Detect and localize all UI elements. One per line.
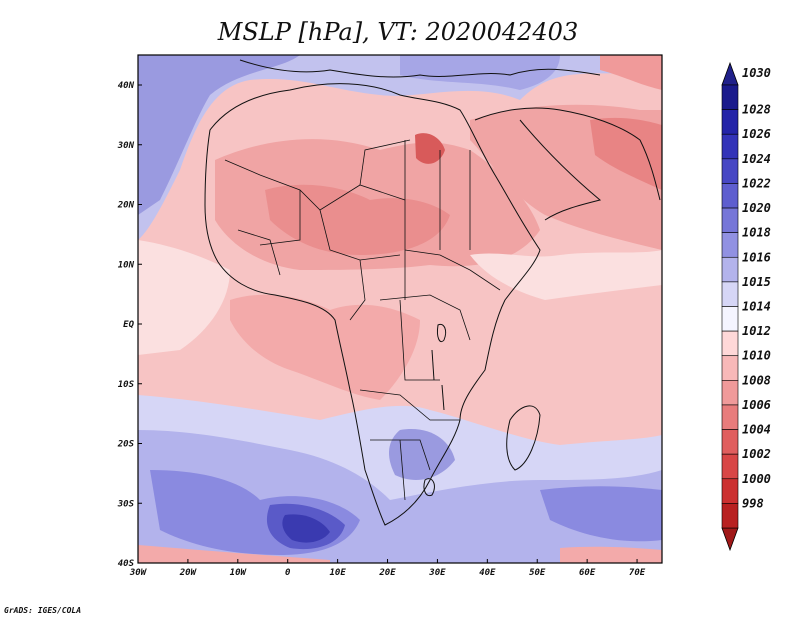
colorbar-swatch <box>721 84 739 110</box>
colorbar-swatch <box>721 183 739 209</box>
colorbar-label: 1030 <box>742 66 771 80</box>
colorbar-label: 1015 <box>742 275 771 289</box>
lon-tick-label: 20W <box>179 568 198 578</box>
grads-credit: GrADS: IGES/COLA <box>4 606 81 615</box>
colorbar-swatch <box>721 281 739 307</box>
colorbar-label: 1008 <box>742 373 771 387</box>
colorbar-swatch <box>721 207 739 233</box>
lon-tick-label: 10W <box>230 568 248 578</box>
colorbar-label: 1022 <box>742 176 771 190</box>
lat-tick-label: 10S <box>118 380 135 390</box>
lon-tick-label: 70E <box>629 568 646 578</box>
longitude-ticks: 30W 20W 10W 0 10E 20E 30E 40E 50E 60E 70E <box>129 559 646 578</box>
lon-tick-label: 40E <box>479 568 496 578</box>
colorbar-label: 1020 <box>742 201 771 215</box>
colorbar-swatch <box>721 109 739 135</box>
lat-tick-label: 40S <box>118 559 135 569</box>
colorbar-swatch <box>721 133 739 160</box>
colorbar-label: 1006 <box>742 398 771 412</box>
colorbar-swatch <box>721 330 739 357</box>
colorbar-swatch <box>721 503 739 529</box>
colorbar-swatch <box>721 429 739 455</box>
colorbar-swatch <box>721 232 739 258</box>
colorbar-swatch <box>721 355 739 381</box>
colorbar-label: 1026 <box>742 127 771 141</box>
lon-tick-label: 30W <box>129 568 148 578</box>
colorbar-label: 1000 <box>742 472 771 486</box>
colorbar-label: 1016 <box>742 250 771 264</box>
lon-tick-label: 0 <box>285 568 291 578</box>
colorbar-label: 1010 <box>742 349 771 363</box>
lat-tick-label: 10N <box>118 260 135 270</box>
latitude-ticks: 40N 30N 20N 10N EQ 10S 20S 30S 40S <box>117 81 142 569</box>
colorbar-swatch <box>721 306 739 332</box>
colorbar-label: 1018 <box>742 226 771 240</box>
colorbar-swatch <box>721 453 739 480</box>
pressure-field <box>138 55 662 563</box>
colorbar-label: 1012 <box>742 324 771 338</box>
figure-title: MSLP [hPa], VT: 2020042403 <box>217 18 578 46</box>
colorbar-bottom-arrow <box>721 527 739 552</box>
colorbar-swatch <box>721 478 739 504</box>
colorbar-label: 1024 <box>742 152 771 166</box>
colorbar-swatch <box>721 158 739 184</box>
lat-tick-label: 30S <box>117 499 135 509</box>
colorbar-swatch <box>721 256 739 283</box>
map-frame <box>137 54 663 564</box>
lon-tick-label: 50E <box>529 568 546 578</box>
lon-tick-label: 30E <box>428 568 446 578</box>
lat-tick-label: 40N <box>118 81 135 91</box>
lat-tick-label: 20N <box>117 201 135 211</box>
colorbar-label: 1002 <box>742 447 771 461</box>
colorbar-label: 998 <box>742 496 764 510</box>
lat-tick-label: EQ <box>123 320 134 330</box>
colorbar-swatch <box>721 404 739 430</box>
lon-tick-label: 10E <box>329 568 346 578</box>
lon-tick-label: 20E <box>378 568 396 578</box>
colorbar-label: 1004 <box>742 423 771 437</box>
colorbar-label: 1014 <box>742 300 771 314</box>
lon-tick-label: 60E <box>579 568 596 578</box>
colorbar-top-arrow <box>721 61 739 86</box>
colorbar-label: 1028 <box>742 103 771 117</box>
colorbar-swatch <box>721 380 739 406</box>
lat-tick-label: 20S <box>117 440 135 450</box>
colorbar: 1030 1028 1026 1024 1022 1020 1018 1016 1015 1014… <box>721 61 771 552</box>
lat-tick-label: 30N <box>117 141 135 151</box>
